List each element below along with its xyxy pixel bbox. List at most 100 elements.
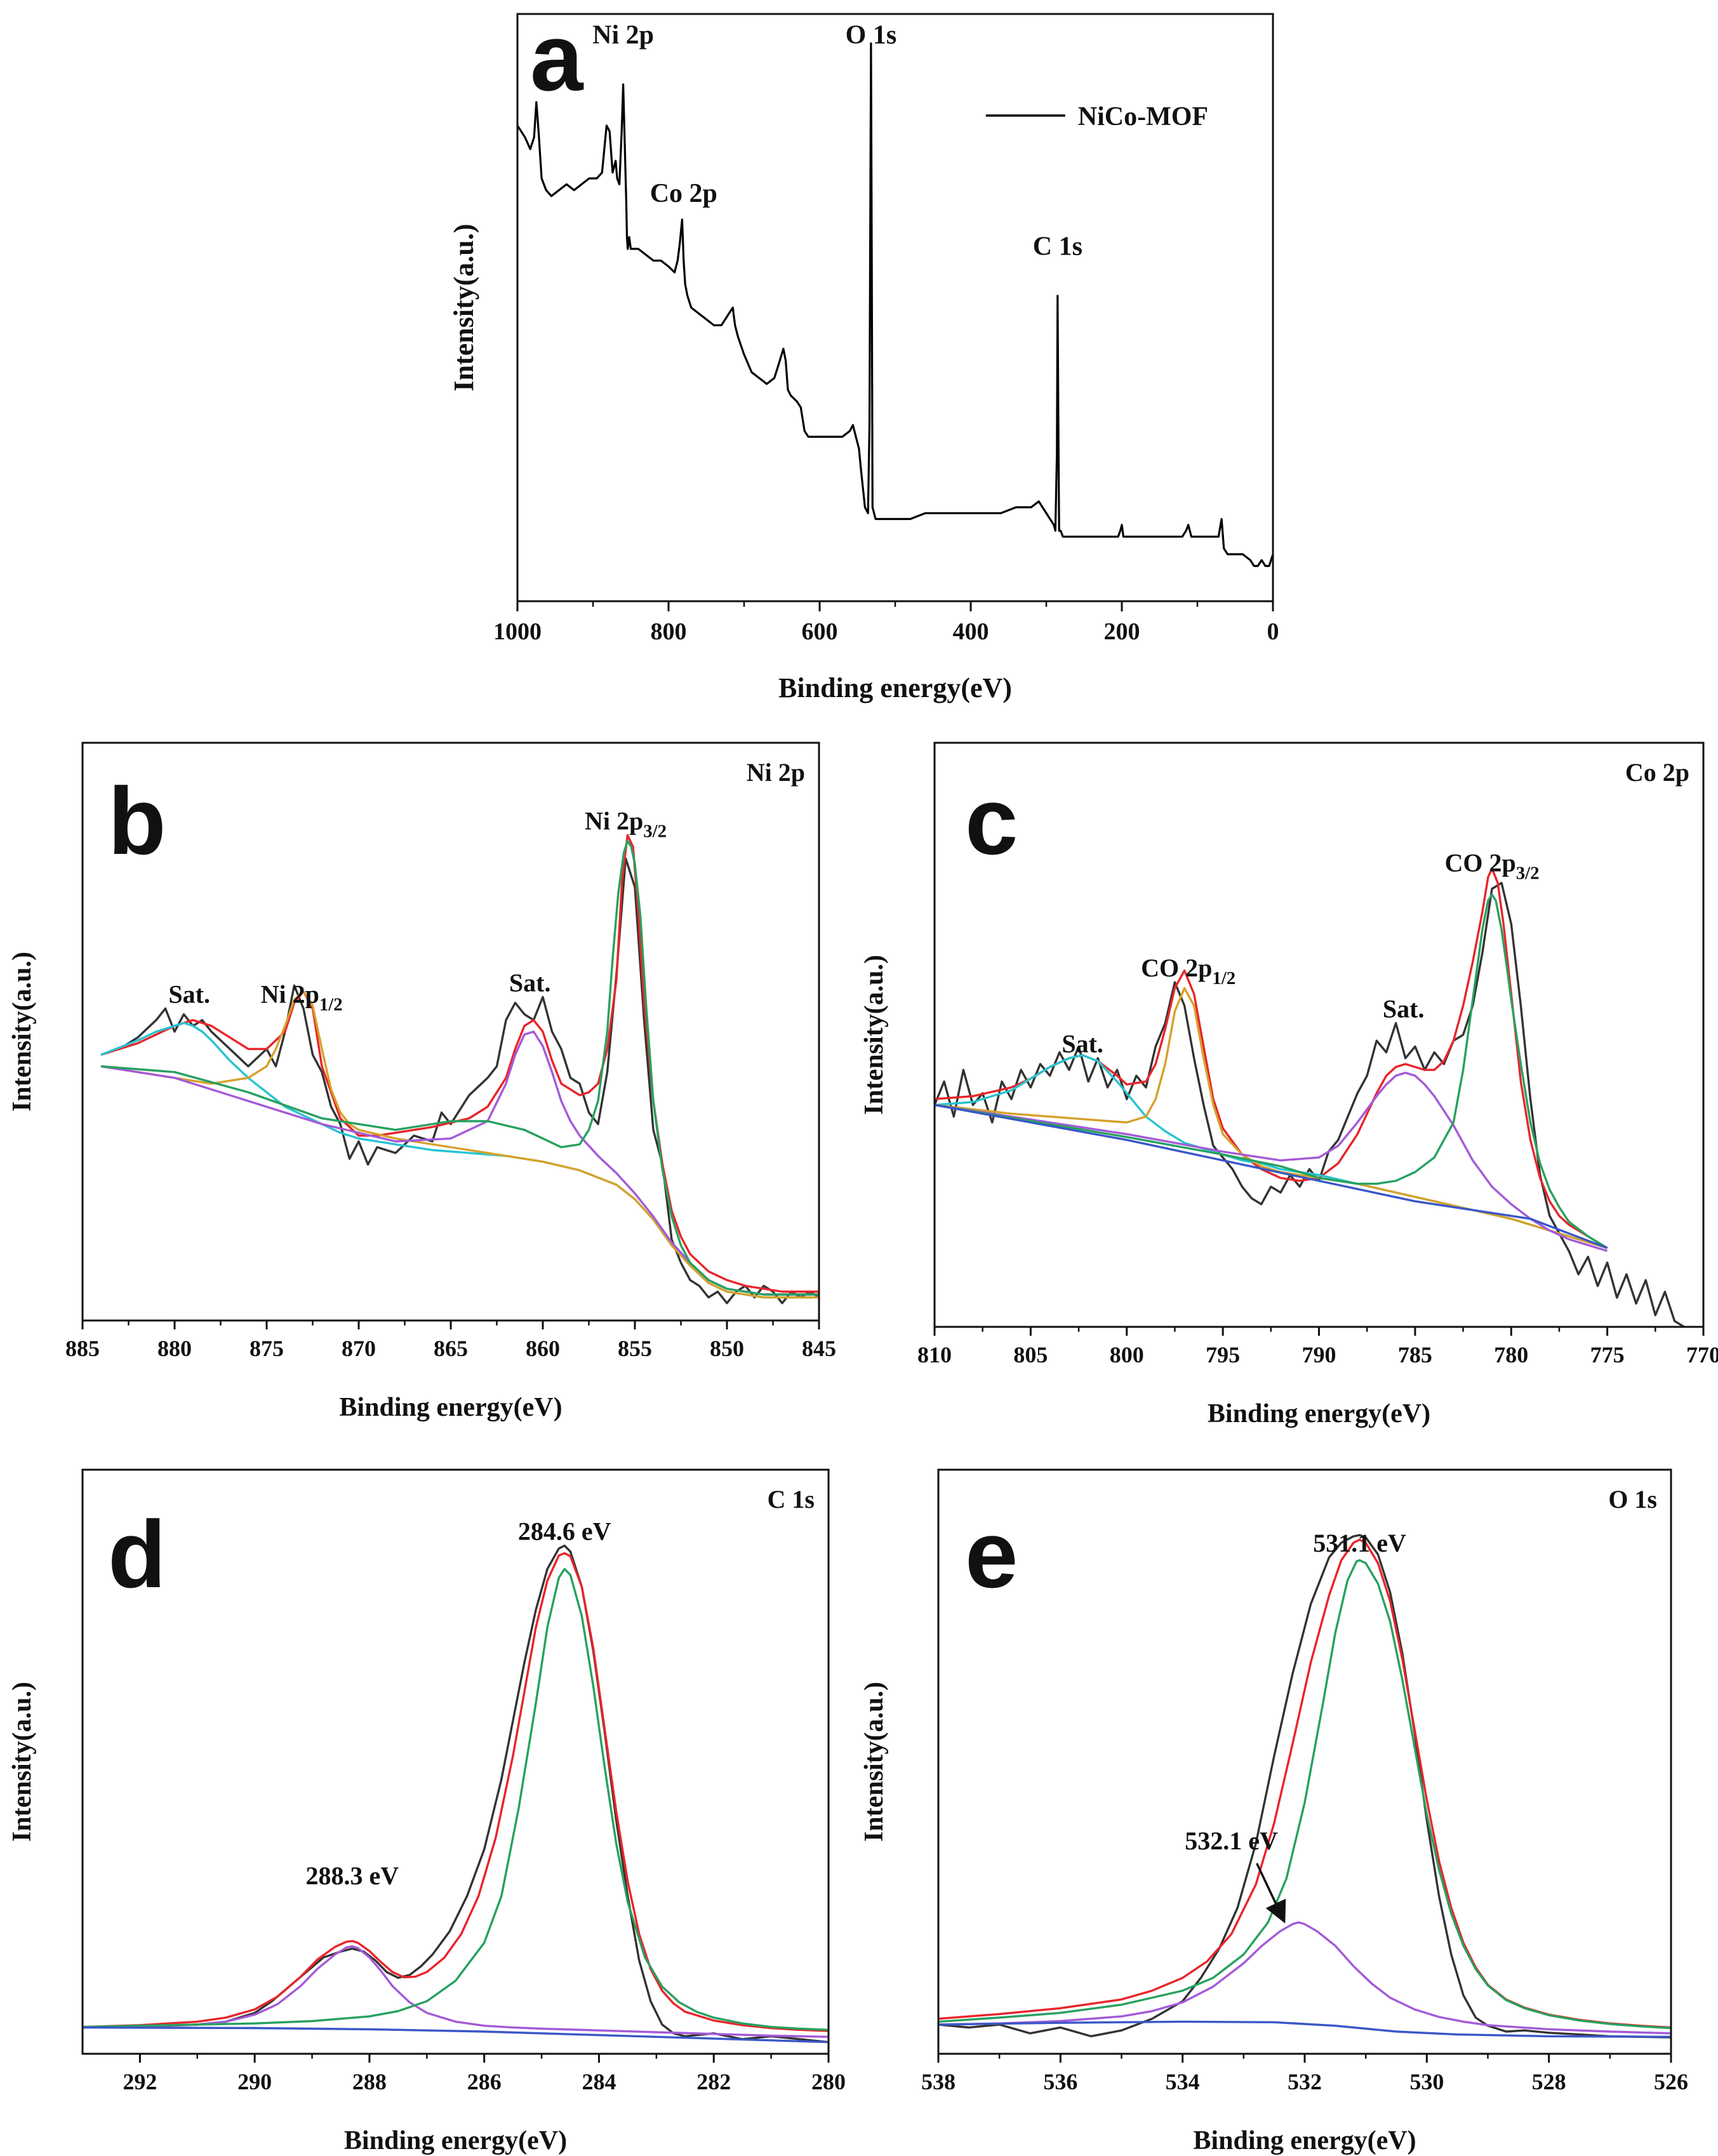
annotation-b: Sat.	[168, 980, 210, 1009]
annotation-b: Ni 2p3/2	[585, 807, 667, 842]
x-tick-label-a: 400	[953, 618, 989, 645]
y-axis-label-b: Intensity(a.u.)	[8, 952, 37, 1112]
annotation-text: Sat.	[1383, 994, 1425, 1023]
x-tick-label-b: 855	[618, 1336, 652, 1361]
annotation-arrow-e	[1256, 1863, 1286, 1924]
x-tick-label-c: 795	[1206, 1342, 1240, 1367]
x-tick-label-d: 282	[696, 2069, 731, 2094]
annotation-subscript: 3/2	[643, 822, 667, 842]
annotation-text: 532.1 eV	[1185, 1827, 1278, 1855]
panel-letter-b: b	[108, 768, 166, 874]
x-tick-label-e: 530	[1409, 2069, 1444, 2094]
panel-a: 1000 800 600 400 200 0 Binding energy(eV) Inten…	[448, 4, 1279, 703]
annotation-text: 531.1 eV	[1313, 1529, 1406, 1557]
x-tick-label-d: 280	[811, 2069, 846, 2094]
series-line-c-co-2p3-2-component	[934, 893, 1608, 1249]
x-tick-label-a: 0	[1267, 618, 1279, 645]
annotation-a: Ni 2p	[592, 20, 654, 50]
x-tick-label-e: 526	[1654, 2069, 1688, 2094]
series-line-c-co-2p3-2-sat-component	[934, 1072, 1608, 1253]
annotation-a: C 1s	[1033, 232, 1082, 261]
series-line-a-nico-mof	[516, 42, 1274, 568]
annotation-c: Sat.	[1383, 994, 1425, 1023]
y-axis-label-c: Intensity(a.u.)	[860, 955, 889, 1115]
series-line-d-c-o-component	[82, 1945, 829, 2038]
x-tick-label-d: 288	[352, 2069, 387, 2094]
annotation-c: CO 2p3/2	[1444, 848, 1539, 883]
annotation-e: 532.1 eV	[1185, 1827, 1278, 1855]
annotation-b: Ni 2p1/2	[261, 980, 343, 1015]
x-tick-label-a: 600	[802, 618, 838, 645]
x-tick-label-c: 780	[1494, 1342, 1528, 1367]
series-line-e-raw	[938, 1534, 1672, 2039]
x-tick-label-d: 292	[123, 2069, 157, 2094]
annotation-text: Ni 2p	[585, 807, 643, 835]
annotation-subscript: 3/2	[1516, 863, 1540, 883]
x-tick-label-c: 790	[1302, 1342, 1336, 1367]
x-tick-label-e: 536	[1043, 2069, 1077, 2094]
x-tick-label-b: 865	[434, 1336, 468, 1361]
annotation-text: CO 2p	[1141, 954, 1212, 982]
annotation-text: Sat.	[168, 980, 210, 1009]
x-axis-label-e: Binding energy(eV)	[1193, 2126, 1416, 2155]
x-axis-label-c: Binding energy(eV)	[1208, 1399, 1430, 1428]
annotation-c: CO 2p1/2	[1141, 954, 1235, 988]
annotation-text: 284.6 eV	[518, 1517, 611, 1545]
series-line-c-co-2p1-2-component	[934, 987, 1608, 1249]
x-tick-label-b: 885	[65, 1336, 100, 1361]
x-tick-label-c: 775	[1590, 1342, 1625, 1367]
x-tick-label-e: 534	[1166, 2069, 1200, 2094]
panel-letter-e: e	[965, 1501, 1018, 1607]
panel-b: 885 880 875 870 865 860 855 850 845 Binding energ…	[8, 742, 836, 1422]
panel-letter-d: d	[108, 1501, 166, 1607]
series-line-b-ni-2p3-2-component	[100, 839, 819, 1296]
annotation-text: Co 2p	[650, 179, 717, 208]
annotation-text: 288.3 eV	[305, 1861, 399, 1890]
x-tick-label-b: 850	[710, 1336, 744, 1361]
x-tick-label-d: 284	[582, 2069, 616, 2094]
annotation-b: Sat.	[509, 968, 551, 997]
series-line-e-background	[938, 2020, 1672, 2039]
plot-frame-c	[933, 742, 1705, 1328]
panel-e: 538 536 534 532 530 528 526 Binding energy(eV) I…	[860, 1468, 1688, 2155]
series-line-c-fitted-envelope	[934, 867, 1608, 1249]
annotation-text: O 1s	[846, 20, 897, 50]
annotation-text: C 1s	[1033, 232, 1082, 261]
annotation-subscript: 1/2	[1212, 968, 1235, 988]
x-tick-label-a: 800	[651, 618, 687, 645]
x-tick-label-c: 810	[917, 1342, 952, 1367]
series-line-d-c-c-component	[82, 1567, 829, 2031]
annotation-text: Sat.	[1062, 1030, 1103, 1058]
x-tick-label-a: 200	[1104, 618, 1140, 645]
x-tick-label-b: 875	[250, 1336, 284, 1361]
x-tick-label-e: 528	[1532, 2069, 1566, 2094]
series-line-c-sat-component	[934, 1054, 1608, 1249]
series-line-b-ni-2p1-2-sat-component	[100, 1021, 819, 1299]
annotation-c: Sat.	[1062, 1030, 1103, 1058]
annotation-text: CO 2p	[1444, 848, 1515, 877]
x-tick-label-b: 860	[526, 1336, 560, 1361]
x-tick-label-c: 800	[1110, 1342, 1144, 1367]
annotation-text: Ni 2p	[592, 20, 654, 50]
series-line-d-fitted-envelope	[82, 1552, 829, 2032]
panel-title-d: C 1s	[768, 1485, 815, 1514]
x-tick-label-e: 538	[921, 2069, 956, 2094]
x-axis-label-a: Binding energy(eV)	[778, 672, 1012, 703]
series-line-d-raw	[82, 1544, 829, 2044]
x-tick-label-d: 290	[237, 2069, 272, 2094]
series-line-b-ni-2p3-2-sat-component	[100, 1030, 819, 1296]
series-line-d-background	[82, 2026, 829, 2044]
x-tick-label-b: 845	[802, 1336, 836, 1361]
annotation-e: 531.1 eV	[1313, 1529, 1406, 1557]
legend-label-a: NiCo-MOF	[1078, 102, 1208, 131]
panel-d: 292 290 288 286 284 282 280 Binding energy(eV) I…	[8, 1468, 846, 2155]
x-tick-label-c: 785	[1398, 1342, 1432, 1367]
x-tick-label-c: 770	[1686, 1342, 1718, 1367]
annotation-a: Co 2p	[650, 179, 717, 208]
series-line-b-fitted-envelope	[100, 834, 819, 1293]
x-tick-label-b: 870	[342, 1336, 376, 1361]
plot-frame-b	[81, 742, 820, 1322]
series-line-c-raw	[933, 882, 1685, 1328]
x-tick-label-e: 532	[1288, 2069, 1322, 2094]
